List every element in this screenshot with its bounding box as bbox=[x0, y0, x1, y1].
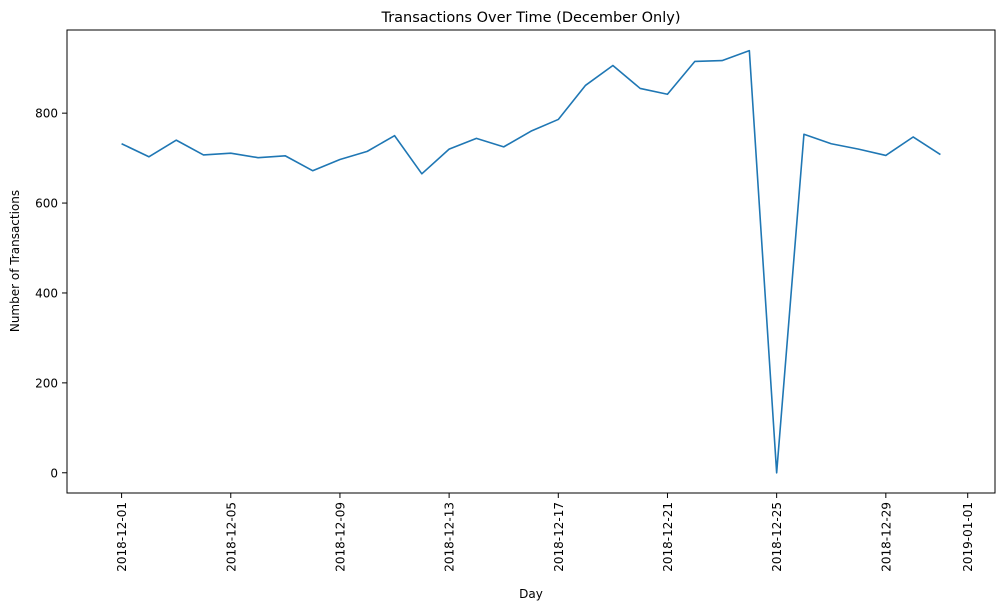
chart-title: Transactions Over Time (December Only) bbox=[380, 10, 680, 26]
plot-area bbox=[66, 29, 996, 494]
x-tick-label: 2018-12-01 bbox=[115, 502, 129, 572]
x-tick-label: 2019-01-01 bbox=[961, 502, 975, 572]
x-tick-label: 2018-12-29 bbox=[879, 502, 893, 572]
x-tick-label: 2018-12-09 bbox=[333, 502, 347, 572]
y-tick-label: 400 bbox=[35, 286, 58, 300]
plot-frame bbox=[66, 29, 996, 494]
x-axis-label: Day bbox=[519, 587, 543, 601]
x-tick-label: 2018-12-21 bbox=[661, 502, 675, 572]
y-tick-label: 200 bbox=[35, 376, 58, 390]
x-tick-label: 2018-12-05 bbox=[224, 502, 238, 572]
x-tick-label: 2018-12-25 bbox=[770, 502, 784, 572]
y-tick-label: 600 bbox=[35, 197, 58, 211]
series-line bbox=[121, 49, 941, 474]
y-axis: 0 200 400 600 800 bbox=[35, 107, 67, 480]
x-axis: 2018-12-01 2018-12-05 2018-12-09 2018-12-13… bbox=[115, 493, 975, 572]
y-tick-label: 0 bbox=[50, 466, 58, 480]
y-axis-label: Number of Transactions bbox=[8, 190, 22, 332]
x-tick-label: 2018-12-17 bbox=[552, 502, 566, 572]
x-tick-label: 2018-12-13 bbox=[443, 502, 457, 572]
y-tick-label: 800 bbox=[35, 107, 58, 121]
